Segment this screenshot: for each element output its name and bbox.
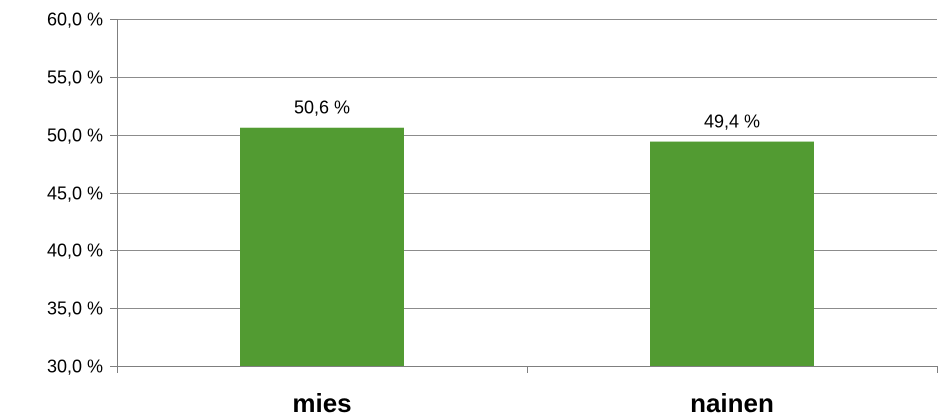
bar-mies xyxy=(240,127,404,366)
y-tick-label: 50,0 % xyxy=(47,126,103,146)
bar-nainen xyxy=(650,141,814,366)
data-label-nainen: 49,4 % xyxy=(704,112,760,132)
category-label-mies: mies xyxy=(292,388,351,418)
axes xyxy=(110,19,938,373)
y-tick-label: 35,0 % xyxy=(47,299,103,319)
y-tick-label: 45,0 % xyxy=(47,184,103,204)
labels: 30,0 % 35,0 % 40,0 % 45,0 % 50,0 % 55,0 % 60,0… xyxy=(47,10,774,419)
bars xyxy=(240,127,814,366)
y-tick-label: 30,0 % xyxy=(47,357,103,377)
category-label-nainen: nainen xyxy=(690,388,774,418)
y-tick-label: 55,0 % xyxy=(47,68,103,88)
y-tick-label: 60,0 % xyxy=(47,10,103,30)
y-tick-label: 40,0 % xyxy=(47,241,103,261)
data-label-mies: 50,6 % xyxy=(294,98,350,118)
